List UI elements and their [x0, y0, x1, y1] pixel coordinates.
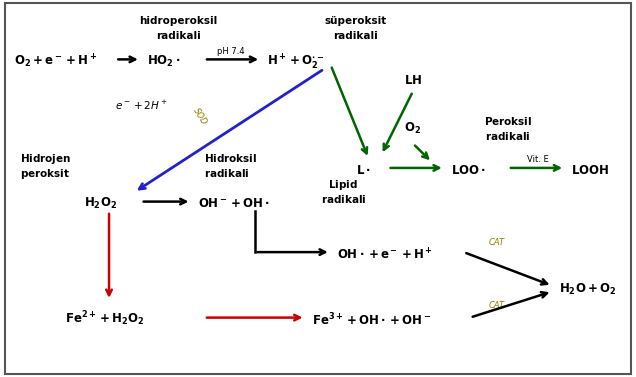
Text: $\mathbf{O_2}$: $\mathbf{O_2}$: [404, 121, 422, 136]
Text: süperoksit: süperoksit: [325, 16, 387, 26]
Text: Vit. E: Vit. E: [527, 155, 549, 164]
Text: $\mathbf{Hidroksil}$: $\mathbf{Hidroksil}$: [204, 152, 258, 164]
Text: $\mathbf{Fe^{2+}+H_2O_2}$: $\mathbf{Fe^{2+}+H_2O_2}$: [65, 309, 144, 328]
Text: radikali: radikali: [334, 31, 378, 41]
Text: $\mathbf{OH^-+OH\cdot}$: $\mathbf{OH^-+OH\cdot}$: [198, 197, 270, 210]
Text: $\mathbf{OH\cdot+e^-+H^+}$: $\mathbf{OH\cdot+e^-+H^+}$: [337, 247, 433, 263]
Text: $\mathbf{LH}$: $\mathbf{LH}$: [404, 74, 422, 87]
Text: $\mathbf{HO_2\cdot}$: $\mathbf{HO_2\cdot}$: [147, 54, 181, 69]
Text: CAT: CAT: [489, 301, 505, 310]
Text: $e^-+2H^+$: $e^-+2H^+$: [115, 99, 168, 112]
Text: hidroperoksil: hidroperoksil: [139, 16, 218, 26]
Text: $\mathbf{Fe^{3+}+OH\cdot+OH^-}$: $\mathbf{Fe^{3+}+OH\cdot+OH^-}$: [312, 311, 431, 328]
Text: pH 7.4: pH 7.4: [217, 47, 244, 56]
Text: $\mathbf{Lipid}$: $\mathbf{Lipid}$: [328, 178, 358, 193]
Text: $\mathbf{L\cdot}$: $\mathbf{L\cdot}$: [356, 164, 371, 176]
Text: $\mathbf{Peroksil}$: $\mathbf{Peroksil}$: [484, 115, 532, 127]
Text: SOD: SOD: [191, 106, 209, 127]
Text: $\mathbf{O_2+e^-+H^+}$: $\mathbf{O_2+e^-+H^+}$: [14, 52, 97, 69]
Text: CAT: CAT: [489, 238, 505, 247]
Text: $\mathbf{LOOH}$: $\mathbf{LOOH}$: [571, 164, 609, 176]
Text: radikali: radikali: [156, 31, 201, 41]
Text: $\mathbf{radikali}$: $\mathbf{radikali}$: [485, 130, 530, 142]
Text: $\mathbf{H^++O_2^{\cdot-}}$: $\mathbf{H^++O_2^{\cdot-}}$: [267, 52, 325, 71]
Text: $\mathbf{Hidrojen}$: $\mathbf{Hidrojen}$: [20, 152, 71, 166]
Text: $\mathbf{LOO\cdot}$: $\mathbf{LOO\cdot}$: [451, 164, 486, 176]
Text: $\mathbf{H_2O_2}$: $\mathbf{H_2O_2}$: [84, 196, 117, 211]
Text: $\mathbf{radikali}$: $\mathbf{radikali}$: [204, 167, 249, 179]
Text: $\mathbf{H_2O+O_2}$: $\mathbf{H_2O+O_2}$: [558, 282, 616, 297]
Text: $\mathbf{radikali}$: $\mathbf{radikali}$: [321, 193, 366, 205]
Text: $\mathbf{peroksit}$: $\mathbf{peroksit}$: [20, 167, 71, 181]
